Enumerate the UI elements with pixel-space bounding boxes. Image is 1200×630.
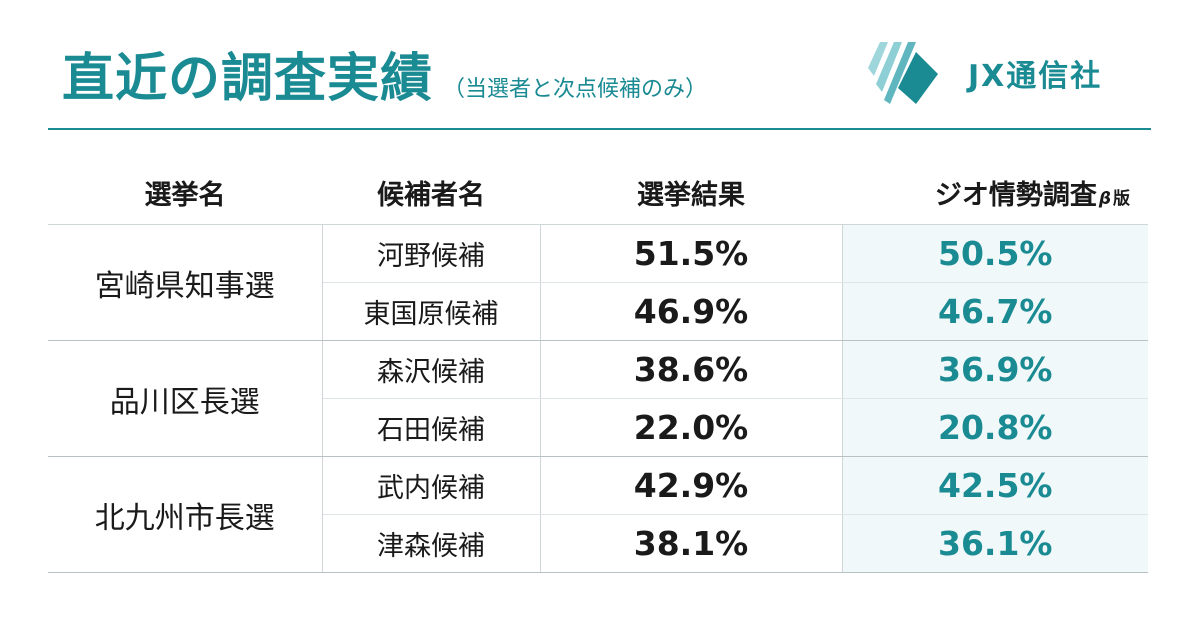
survey-result: 46.7% [842,282,1148,341]
election-result: 51.5% [540,224,843,283]
survey-result: 36.9% [842,340,1148,399]
table-row: 石田候補 22.0% 20.8% [48,398,1148,457]
election-result: 22.0% [540,398,843,457]
candidate-name: 森沢候補 [322,340,541,399]
candidate-name: 石田候補 [322,398,541,457]
election-name: 品川区長選 [48,340,323,457]
survey-result: 50.5% [842,224,1148,283]
table-row: 東国原候補 46.9% 46.7% [48,282,1148,341]
header-candidate: 候補者名 [322,160,540,225]
header-survey-label: ジオ情勢調査 [934,179,1097,211]
header-survey: ジオ情勢調査 β 版 [842,160,1148,225]
table-row: 津森候補 38.1% 36.1% [48,514,1148,573]
table-row: 北九州市長選 武内候補 42.9% 42.5% [48,456,1148,573]
election-result: 46.9% [540,282,843,341]
table-row: 品川区長選 森沢候補 38.6% 36.9% [48,340,1148,457]
candidate-name: 河野候補 [322,224,541,283]
survey-result: 20.8% [842,398,1148,457]
results-table: 選挙名 候補者名 選挙結果 ジオ情勢調査 β 版 宮崎県知事選 河野候補 51.5%… [48,160,1148,573]
title-main: 直近の調査実績 [62,49,434,109]
header-survey-edition: 版 [1113,188,1130,209]
brand-logo: JX通信社 [868,42,1102,104]
election-name: 北九州市長選 [48,456,323,573]
survey-result: 36.1% [842,514,1148,573]
election-result: 42.9% [540,456,843,515]
election-name: 宮崎県知事選 [48,224,323,341]
jx-logo-icon [868,42,938,104]
table-header-row: 選挙名 候補者名 選挙結果 ジオ情勢調査 β 版 [48,160,1148,225]
brand-name: JX通信社 [968,59,1103,94]
table-row: 宮崎県知事選 河野候補 51.5% 50.5% [48,224,1148,341]
election-result: 38.6% [540,340,843,399]
header-divider [48,128,1151,130]
candidate-name: 東国原候補 [322,282,541,341]
page-title: 直近の調査実績 （当選者と次点候補のみ） [62,36,707,111]
header-survey-beta: β [1098,188,1111,209]
election-result: 38.1% [540,514,843,573]
title-subtitle: （当選者と次点候補のみ） [443,77,708,102]
candidate-name: 武内候補 [322,456,541,515]
survey-result: 42.5% [842,456,1148,515]
header-election: 選挙名 [48,160,322,225]
header-result: 選挙結果 [540,160,842,225]
candidate-name: 津森候補 [322,514,541,573]
